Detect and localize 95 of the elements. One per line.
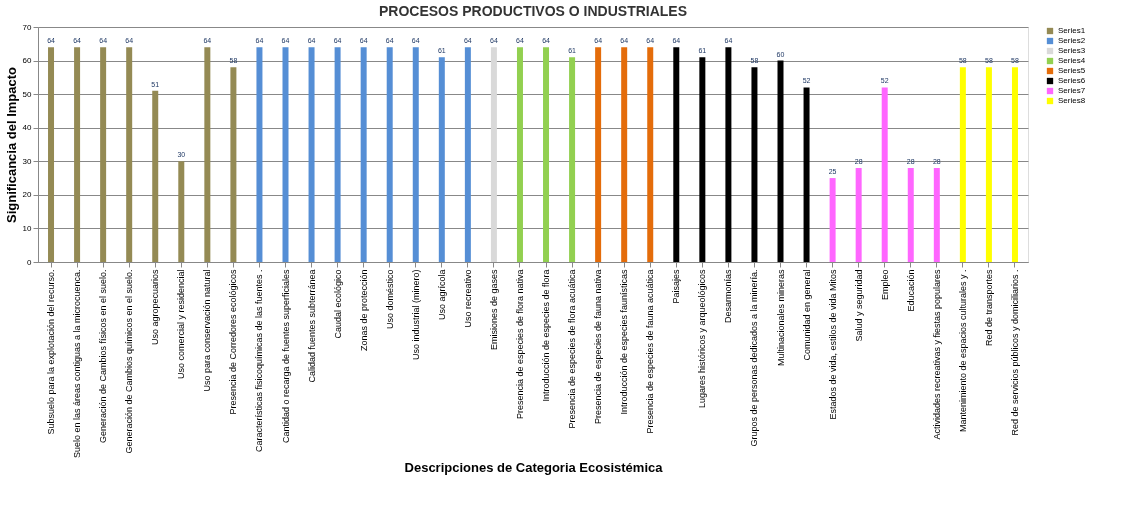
x-axis-title: Descripciones de Categoria Ecosistémica bbox=[404, 460, 664, 476]
x-tick-label: Red de transportes bbox=[983, 269, 994, 347]
bar bbox=[412, 47, 419, 262]
x-tick-label: Paisajes bbox=[671, 269, 682, 304]
x-tick-label: Generación de Cambios químicos en el suelo. bbox=[124, 269, 135, 454]
bar bbox=[933, 168, 940, 262]
x-tick-label: Uso para conservación natural bbox=[202, 269, 213, 392]
bar bbox=[386, 47, 393, 262]
bar bbox=[516, 47, 523, 262]
legend-label: Series5 bbox=[1058, 66, 1086, 75]
x-tick-label: Desarmonías bbox=[723, 269, 734, 324]
legend-label: Series1 bbox=[1058, 26, 1086, 35]
bar bbox=[569, 57, 576, 262]
bar bbox=[178, 161, 185, 262]
bar bbox=[334, 47, 341, 262]
x-tick-label: Comunidad en general bbox=[801, 269, 812, 361]
chart-title: PROCESOS PRODUCTIVOS O INDUSTRIALES bbox=[378, 3, 688, 19]
bar bbox=[1011, 67, 1018, 262]
y-tick-label: 50 bbox=[22, 89, 33, 99]
legend-label: Series4 bbox=[1058, 56, 1086, 65]
x-tick-label: Presencia de Corredores ecológicos bbox=[228, 269, 239, 415]
x-tick-label: Calidad fuentes subterránea bbox=[306, 269, 317, 383]
bar bbox=[829, 178, 836, 262]
bar bbox=[438, 57, 445, 262]
bar bbox=[803, 87, 810, 262]
x-tick-label: Emisiones de gases bbox=[488, 269, 499, 351]
bar bbox=[256, 47, 263, 262]
bar bbox=[464, 47, 471, 262]
bar bbox=[126, 47, 133, 262]
legend-label: Series8 bbox=[1058, 96, 1086, 105]
legend-label: Series3 bbox=[1058, 46, 1086, 55]
x-tick-label: Lugares históricos y arqueológicos bbox=[697, 269, 708, 409]
x-tick-label: Caudal ecológico bbox=[332, 269, 343, 339]
x-tick-label: Multinacionales mineras bbox=[775, 269, 786, 367]
x-tick-label: Grupos de personas dedicados a la minería. bbox=[749, 269, 760, 447]
y-tick-label: 70 bbox=[22, 22, 33, 32]
x-tick-label: Subsuelo para la explotación del recurso. bbox=[46, 269, 57, 435]
x-tick-label: Introducción de especies faunísticas bbox=[619, 269, 630, 415]
x-tick-label: Cantidad o recarga de fuentes superficiales bbox=[280, 269, 291, 444]
y-tick-label: 10 bbox=[22, 223, 33, 233]
bar bbox=[881, 87, 888, 262]
bar bbox=[100, 47, 107, 262]
x-tick-label: Uso industrial (minero) bbox=[410, 269, 421, 361]
bar bbox=[74, 47, 81, 262]
x-tick-label: Educación bbox=[905, 269, 916, 312]
bar bbox=[751, 67, 758, 262]
bar bbox=[647, 47, 654, 262]
x-tick-label: Introducción de especies de flora bbox=[541, 269, 552, 402]
bar bbox=[308, 47, 315, 262]
x-tick-label: Empleo bbox=[879, 269, 890, 301]
bar bbox=[699, 57, 706, 262]
x-tick-label: Suelo en las áreas contiguas a la microcuenca. bbox=[72, 269, 83, 459]
bar bbox=[282, 47, 289, 262]
bar bbox=[152, 90, 159, 262]
legend-label: Series2 bbox=[1058, 36, 1086, 45]
bar bbox=[595, 47, 602, 262]
bar bbox=[725, 47, 732, 262]
x-tick-label: Red de servicios públicos y domiciliarios . bbox=[1009, 269, 1020, 436]
bar bbox=[985, 67, 992, 262]
x-tick-label: Actividades recreativas y fiestas populares bbox=[931, 269, 942, 440]
bar bbox=[230, 67, 237, 262]
x-tick-label: Uso agrícola bbox=[436, 269, 447, 321]
x-tick-label: Uso recreativo bbox=[462, 269, 473, 328]
x-tick-label: Salud y seguridad bbox=[853, 269, 864, 342]
bar bbox=[490, 47, 497, 262]
x-tick-label: Uso doméstico bbox=[384, 269, 395, 330]
bar bbox=[907, 168, 914, 262]
y-tick-label: 40 bbox=[22, 123, 33, 133]
bar bbox=[959, 67, 966, 262]
bar bbox=[855, 168, 862, 262]
x-tick-label: Presencia de especies de fauna acuática bbox=[645, 269, 656, 434]
x-tick-label: Mantenimiento de espacios culturales y . bbox=[957, 269, 968, 433]
x-tick-label: Generación de Cambios físicos en el suelo. bbox=[98, 269, 109, 444]
x-tick-label: Presencia de especies de fauna nativa bbox=[593, 269, 604, 425]
x-tick-label: Presencia de especies de flora nativa bbox=[514, 269, 525, 420]
bar bbox=[621, 47, 628, 262]
y-axis-title: Significancia del Impacto bbox=[3, 66, 19, 224]
x-tick-label: Zonas de protección bbox=[358, 269, 369, 352]
bar bbox=[360, 47, 367, 262]
y-tick-label: 0 bbox=[27, 257, 33, 267]
y-tick-label: 30 bbox=[22, 156, 33, 166]
x-tick-label: Uso agropecuarios bbox=[150, 269, 161, 346]
x-tick-label: Uso comercial y residencial bbox=[176, 269, 187, 380]
x-tick-label: Estados de vida, estilos de vida Mitos bbox=[827, 269, 838, 420]
bar bbox=[777, 60, 784, 262]
bar bbox=[543, 47, 550, 262]
y-tick-label: 60 bbox=[22, 56, 33, 66]
y-tick-label: 20 bbox=[22, 190, 33, 200]
x-tick-label: Características fisicoquímicas de las fuentes . bbox=[254, 269, 265, 453]
legend-label: Series6 bbox=[1058, 76, 1086, 85]
bar bbox=[204, 47, 211, 262]
legend-label: Series7 bbox=[1058, 86, 1086, 95]
bar bbox=[673, 47, 680, 262]
x-tick-label: Presencia de especies de flora acuática bbox=[567, 269, 578, 429]
bar bbox=[48, 47, 55, 262]
